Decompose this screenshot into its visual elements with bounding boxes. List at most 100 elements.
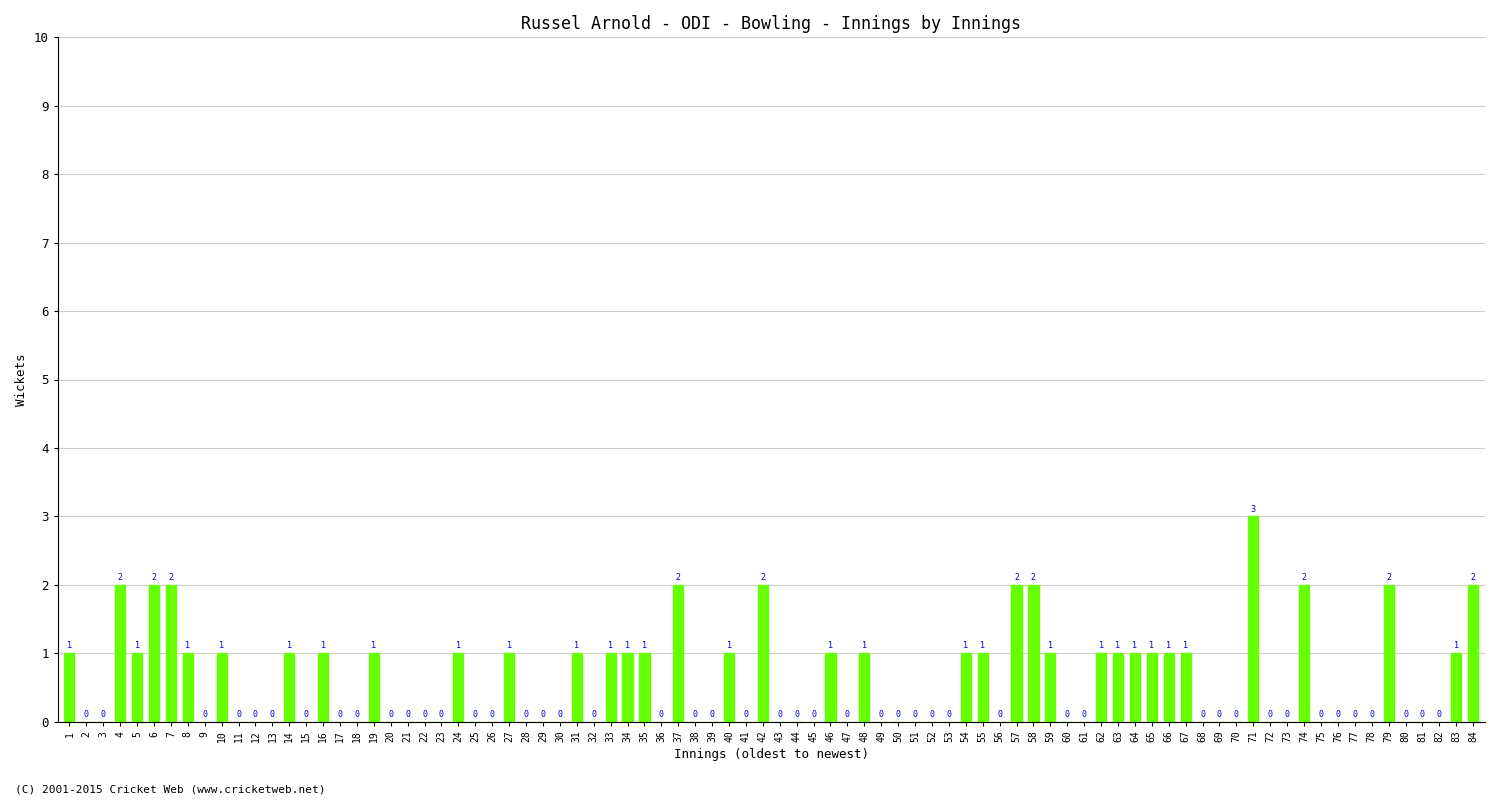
Text: 0: 0: [100, 710, 105, 719]
Text: 0: 0: [1370, 710, 1374, 719]
Text: 2: 2: [1014, 573, 1019, 582]
Text: 0: 0: [777, 710, 782, 719]
Bar: [132, 654, 142, 722]
Text: 1: 1: [456, 642, 460, 650]
Text: (C) 2001-2015 Cricket Web (www.cricketweb.net): (C) 2001-2015 Cricket Web (www.cricketwe…: [15, 784, 326, 794]
X-axis label: Innings (oldest to newest): Innings (oldest to newest): [674, 748, 868, 761]
Bar: [1299, 585, 1310, 722]
Text: 1: 1: [1184, 642, 1188, 650]
Bar: [1468, 585, 1478, 722]
Text: 0: 0: [930, 710, 934, 719]
Bar: [639, 654, 650, 722]
Text: 0: 0: [540, 710, 546, 719]
Text: 1: 1: [507, 642, 512, 650]
Bar: [758, 585, 768, 722]
Bar: [1113, 654, 1124, 722]
Text: 0: 0: [1353, 710, 1358, 719]
Text: 0: 0: [1082, 710, 1086, 719]
Text: 0: 0: [388, 710, 393, 719]
Bar: [622, 654, 633, 722]
Text: 1: 1: [1149, 642, 1155, 650]
Bar: [859, 654, 870, 722]
Text: 1: 1: [1166, 642, 1172, 650]
Title: Russel Arnold - ODI - Bowling - Innings by Innings: Russel Arnold - ODI - Bowling - Innings …: [522, 15, 1022, 33]
Text: 0: 0: [998, 710, 1002, 719]
Text: 1: 1: [608, 642, 613, 650]
Text: 0: 0: [524, 710, 528, 719]
Text: 1: 1: [980, 642, 986, 650]
Text: 0: 0: [812, 710, 816, 719]
Bar: [504, 654, 515, 722]
Text: 0: 0: [202, 710, 207, 719]
Text: 0: 0: [1234, 710, 1239, 719]
Bar: [1383, 585, 1394, 722]
Text: 1: 1: [862, 642, 867, 650]
Bar: [960, 654, 970, 722]
Text: 2: 2: [676, 573, 681, 582]
Bar: [572, 654, 582, 722]
Text: 2: 2: [168, 573, 174, 582]
Text: 1: 1: [626, 642, 630, 650]
Bar: [64, 654, 75, 722]
Text: 1: 1: [1048, 642, 1053, 650]
Text: 1: 1: [726, 642, 732, 650]
Text: 0: 0: [1437, 710, 1442, 719]
Bar: [116, 585, 124, 722]
Text: 2: 2: [152, 573, 156, 582]
Y-axis label: Wickets: Wickets: [15, 354, 28, 406]
Text: 1: 1: [219, 642, 224, 650]
Text: 0: 0: [558, 710, 562, 719]
Text: 0: 0: [338, 710, 342, 719]
Bar: [1450, 654, 1461, 722]
Bar: [1164, 654, 1174, 722]
Bar: [1146, 654, 1156, 722]
Text: 2: 2: [760, 573, 765, 582]
Text: 0: 0: [354, 710, 360, 719]
Text: 2: 2: [1302, 573, 1306, 582]
Bar: [284, 654, 294, 722]
Bar: [1011, 585, 1022, 722]
Text: 2: 2: [1030, 573, 1036, 582]
Bar: [318, 654, 328, 722]
Text: 0: 0: [303, 710, 309, 719]
Text: 0: 0: [1335, 710, 1341, 719]
Text: 1: 1: [1454, 642, 1458, 650]
Text: 2: 2: [117, 573, 123, 582]
Text: 0: 0: [405, 710, 410, 719]
Bar: [1180, 654, 1191, 722]
Text: 2: 2: [1470, 573, 1476, 582]
Text: 0: 0: [710, 710, 714, 719]
Text: 0: 0: [658, 710, 664, 719]
Bar: [216, 654, 226, 722]
Text: 0: 0: [1268, 710, 1272, 719]
Text: 1: 1: [286, 642, 292, 650]
Text: 0: 0: [1402, 710, 1408, 719]
Text: 0: 0: [236, 710, 242, 719]
Text: 0: 0: [84, 710, 88, 719]
Bar: [674, 585, 684, 722]
Text: 1: 1: [963, 642, 969, 650]
Text: 1: 1: [1132, 642, 1137, 650]
Bar: [724, 654, 734, 722]
Text: 0: 0: [270, 710, 274, 719]
Bar: [369, 654, 380, 722]
Text: 1: 1: [574, 642, 579, 650]
Text: 1: 1: [1098, 642, 1104, 650]
Bar: [978, 654, 988, 722]
Bar: [1029, 585, 1038, 722]
Text: 0: 0: [472, 710, 478, 719]
Text: 0: 0: [1284, 710, 1290, 719]
Text: 1: 1: [828, 642, 833, 650]
Text: 1: 1: [135, 642, 140, 650]
Bar: [606, 654, 615, 722]
Bar: [1046, 654, 1056, 722]
Text: 0: 0: [440, 710, 444, 719]
Bar: [148, 585, 159, 722]
Text: 3: 3: [1251, 505, 1256, 514]
Text: 1: 1: [1116, 642, 1120, 650]
Text: 0: 0: [254, 710, 258, 719]
Bar: [1096, 654, 1106, 722]
Bar: [825, 654, 836, 722]
Text: 0: 0: [693, 710, 698, 719]
Text: 0: 0: [744, 710, 748, 719]
